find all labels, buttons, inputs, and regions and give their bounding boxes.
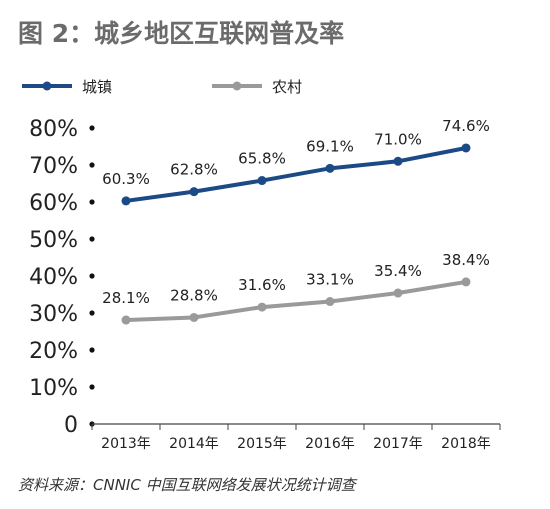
y-tick-mark <box>89 347 95 353</box>
data-point <box>257 176 267 186</box>
y-tick-mark <box>89 236 95 242</box>
data-label: 38.4% <box>442 251 490 269</box>
x-tick-label: 2015年 <box>237 436 287 452</box>
data-label: 62.8% <box>170 161 218 179</box>
data-label: 65.8% <box>238 150 286 168</box>
y-tick-label: 20% <box>29 339 78 364</box>
data-label: 35.4% <box>374 262 422 280</box>
chart-title: 图 2：城乡地区互联网普及率 <box>18 19 345 48</box>
data-label: 28.8% <box>170 286 218 304</box>
x-tick-label: 2018年 <box>441 436 491 452</box>
series-line-1 <box>125 279 467 323</box>
data-point <box>121 315 131 325</box>
legend-marker-1 <box>232 81 242 91</box>
legend-label-1: 农村 <box>272 78 302 96</box>
y-tick-mark <box>89 273 95 279</box>
data-point <box>325 163 335 173</box>
data-label: 74.6% <box>442 117 490 135</box>
legend-marker-0 <box>42 81 52 91</box>
y-tick-mark <box>89 199 95 205</box>
data-label: 69.1% <box>306 137 354 155</box>
data-point <box>325 297 335 307</box>
x-tick-label: 2016年 <box>305 436 355 452</box>
y-tick-label: 30% <box>29 302 78 327</box>
data-point <box>189 187 199 197</box>
y-tick-mark <box>89 310 95 316</box>
data-point <box>189 312 199 322</box>
y-tick-label: 0 <box>64 413 78 438</box>
series-line-0 <box>125 146 467 203</box>
data-point <box>461 277 471 287</box>
x-tick-label: 2017年 <box>373 436 423 452</box>
data-point <box>257 302 267 312</box>
y-tick-mark <box>89 384 95 390</box>
data-label: 31.6% <box>238 276 286 294</box>
y-tick-mark <box>89 162 95 168</box>
y-tick-label: 50% <box>29 228 78 253</box>
y-tick-label: 80% <box>29 117 78 142</box>
y-tick-label: 10% <box>29 376 78 401</box>
data-label: 28.1% <box>102 289 150 307</box>
data-point <box>461 143 471 153</box>
data-point <box>393 156 403 166</box>
source-note: 资料来源：CNNIC 中国互联网络发展状况统计调查 <box>18 476 356 494</box>
y-tick-mark <box>89 125 95 131</box>
data-point <box>393 288 403 298</box>
y-tick-label: 70% <box>29 154 78 179</box>
data-point <box>121 196 131 206</box>
y-tick-label: 60% <box>29 191 78 216</box>
x-tick-label: 2013年 <box>101 436 151 452</box>
data-label: 60.3% <box>102 170 150 188</box>
y-tick-label: 40% <box>29 265 78 290</box>
legend-label-0: 城镇 <box>82 78 112 96</box>
x-tick-label: 2014年 <box>169 436 219 452</box>
data-label: 33.1% <box>306 271 354 289</box>
data-label: 71.0% <box>374 130 422 148</box>
